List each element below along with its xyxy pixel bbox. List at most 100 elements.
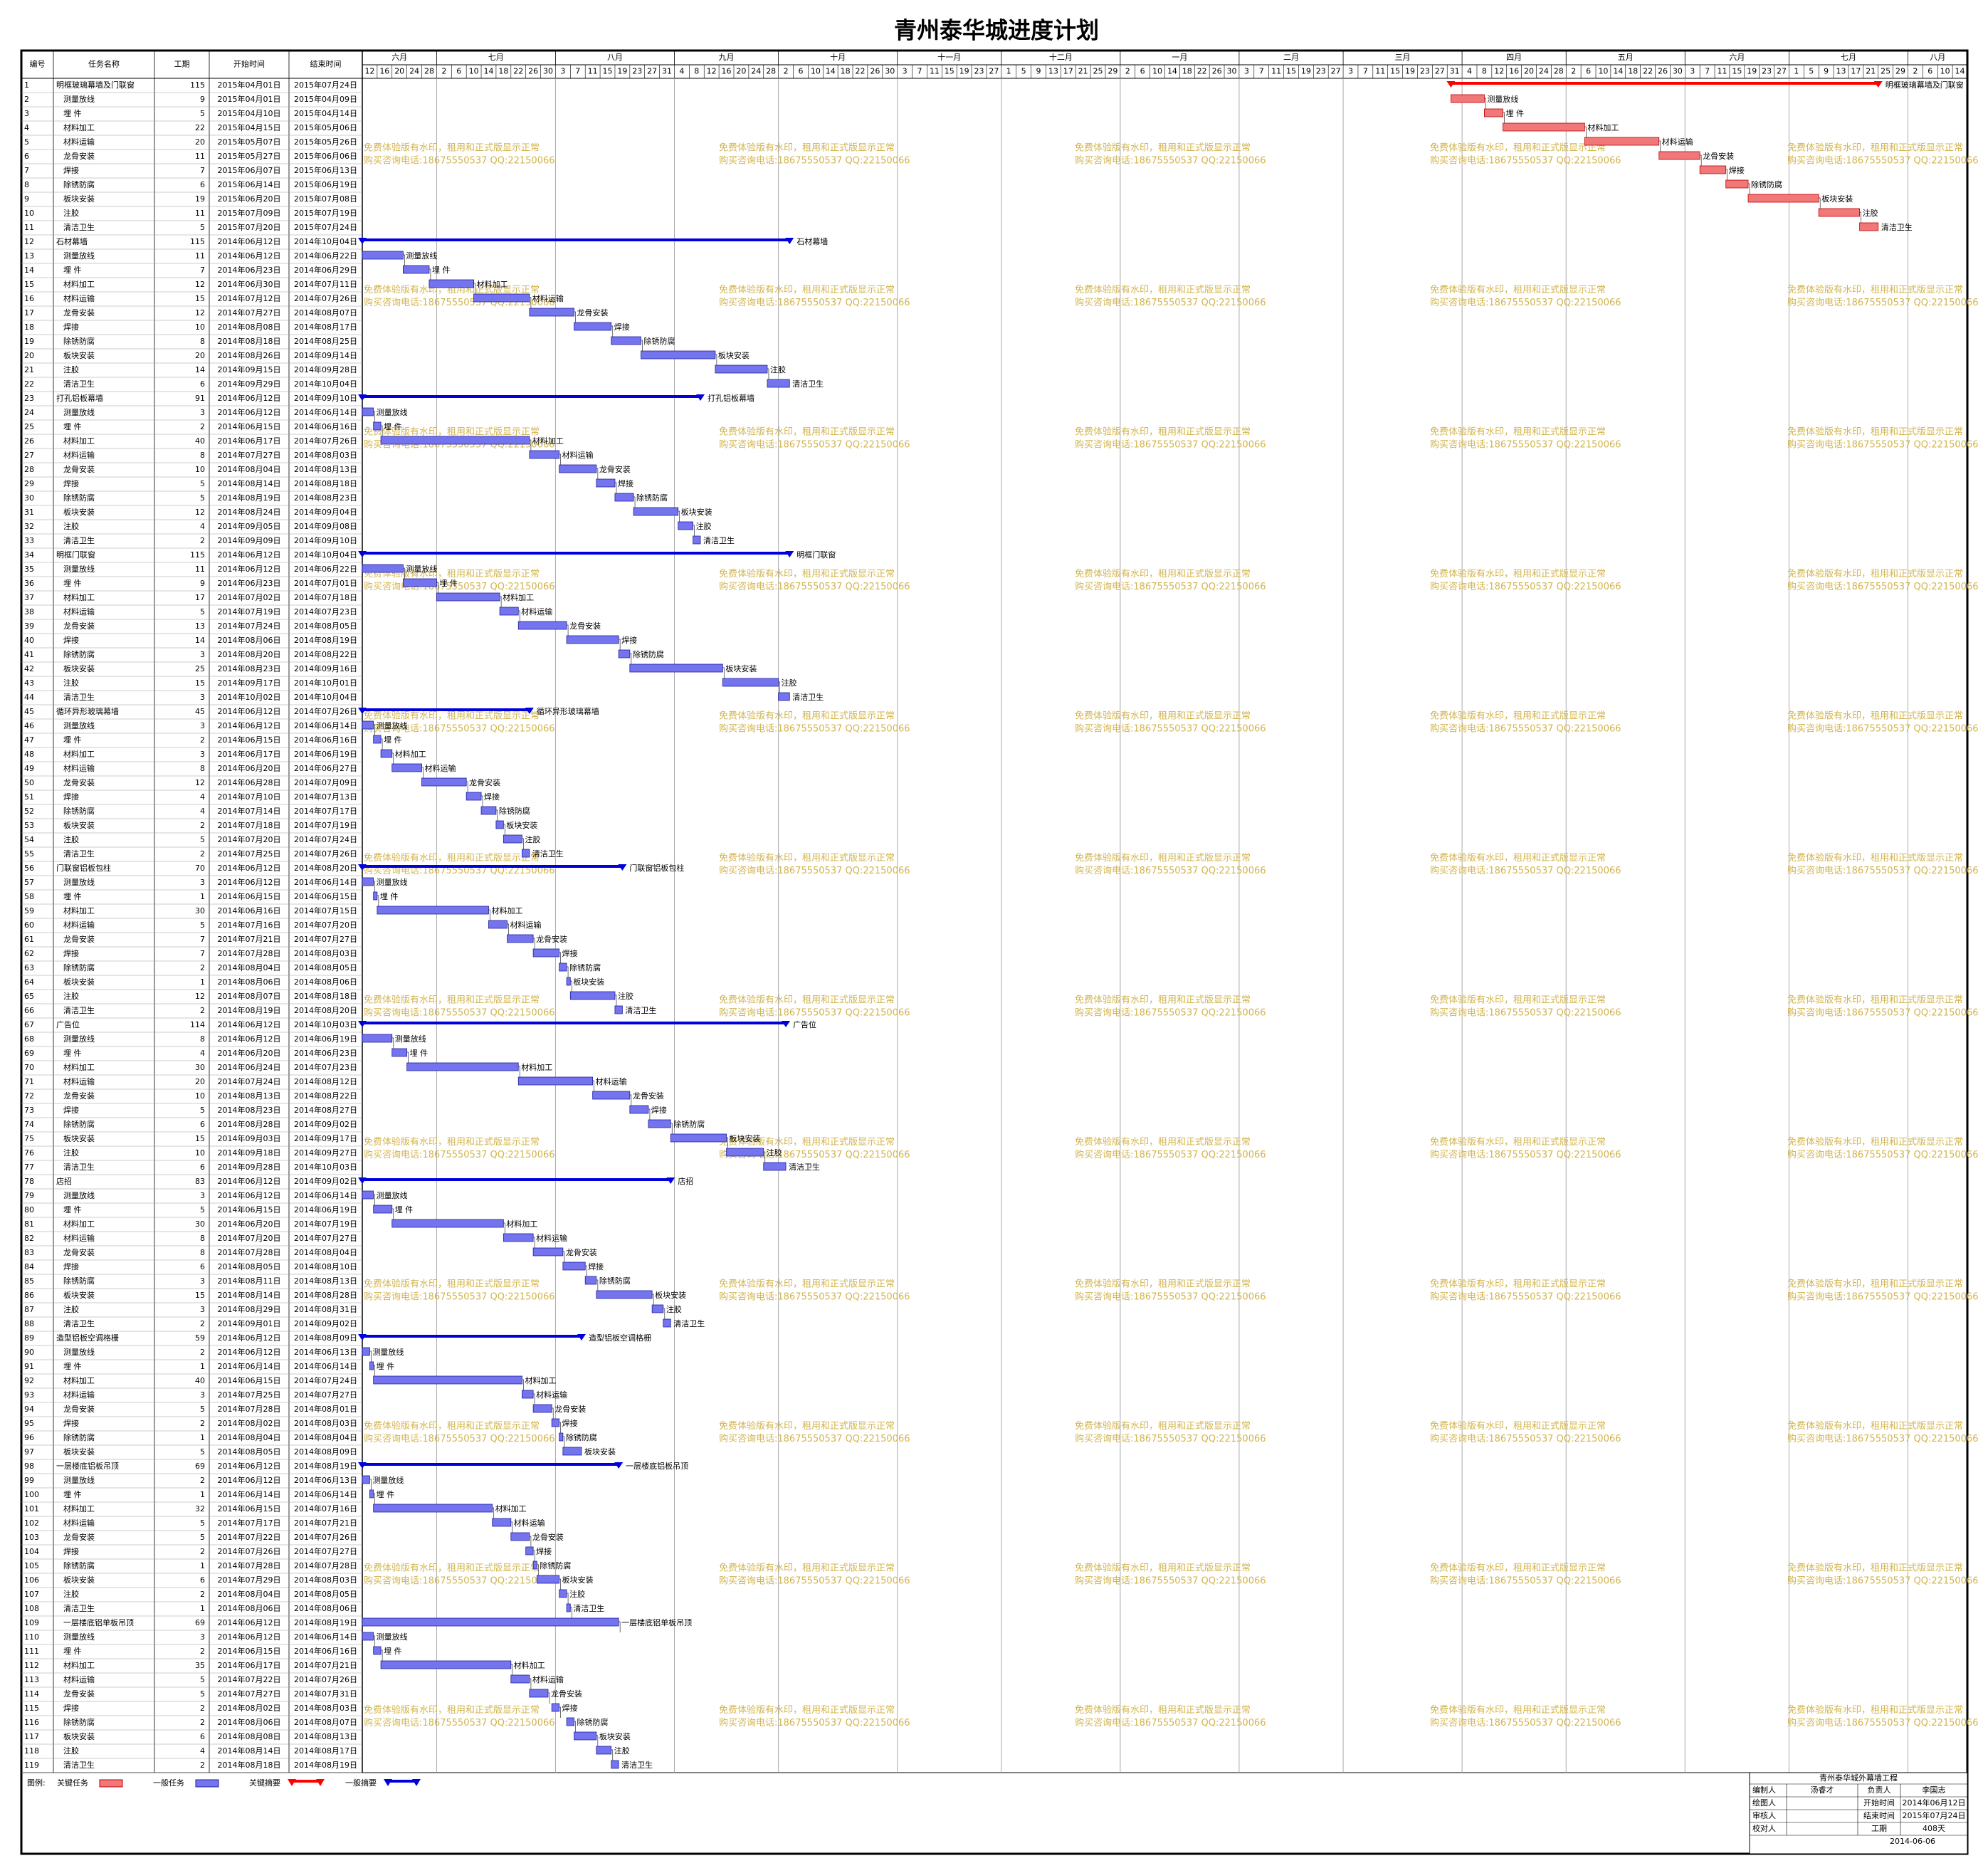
task-name: 清洁卫生 [63, 1318, 95, 1328]
task-start: 2014年08月04日 [218, 464, 281, 474]
task-id: 37 [24, 593, 34, 602]
task-start: 2014年06月12日 [218, 1617, 281, 1627]
task-name: 材料运输 [63, 1674, 95, 1684]
task-start: 2014年08月13日 [218, 1091, 281, 1101]
task-name: 板块安装 [63, 977, 95, 987]
task-bar [362, 407, 374, 416]
task-end: 2014年09月02日 [294, 1119, 357, 1129]
bar-label: 材料加工 [477, 279, 508, 289]
bar-label: 龙骨安装 [599, 464, 631, 474]
task-bar [1503, 122, 1585, 132]
task-end: 2014年08月18日 [294, 478, 357, 488]
day-label: 31 [1450, 67, 1460, 76]
column-header: 编号 [30, 59, 46, 69]
task-duration: 2 [200, 1761, 205, 1770]
bar-label: 除锈防腐 [569, 962, 601, 972]
task-duration: 5 [200, 1405, 205, 1414]
day-label: 2 [1913, 67, 1918, 76]
task-name: 埋 件 [63, 109, 82, 118]
watermark: 购买咨询电话:18675550537 QQ:22150066 [719, 439, 910, 451]
summary-bar [1451, 82, 1878, 85]
legend-swatch [195, 1779, 219, 1788]
task-name: 材料加工 [63, 1504, 95, 1513]
bar-label: 明框门联窗 [796, 550, 836, 560]
task-start: 2015年04月01日 [218, 94, 281, 104]
task-start: 2014年07月25日 [218, 849, 281, 859]
link [559, 952, 562, 963]
bar-label: 龙骨安装 [532, 1532, 564, 1542]
day-label: 16 [379, 67, 389, 76]
watermark: 购买咨询电话:18675550537 QQ:22150066 [1430, 1291, 1621, 1303]
task-id: 45 [24, 707, 34, 716]
bar-label: 注胶 [618, 991, 633, 1001]
link [670, 1123, 673, 1134]
link [500, 596, 502, 607]
bar-label: 材料运输 [532, 293, 564, 303]
day-label: 11 [1375, 67, 1385, 76]
task-end: 2014年08月31日 [294, 1304, 357, 1314]
task-id: 22 [24, 379, 34, 389]
link [373, 881, 376, 892]
link [533, 1393, 535, 1405]
task-duration: 1 [200, 892, 205, 901]
watermark: 免费体验版有水印，租用和正式版显示正常 [1430, 1704, 1606, 1716]
task-name: 板块安装 [63, 194, 95, 204]
task-start: 2014年06月20日 [218, 1219, 281, 1229]
day-label: 1 [1794, 67, 1799, 76]
watermark: 免费体验版有水印，租用和正式版显示正常 [719, 142, 895, 154]
task-id: 99 [24, 1476, 34, 1485]
bar-label: 埋 件 [410, 1049, 428, 1058]
task-id: 60 [24, 920, 34, 930]
task-end: 2014年07月09日 [294, 777, 357, 787]
task-bar [574, 1731, 597, 1741]
link [373, 1493, 376, 1504]
link [567, 966, 569, 977]
day-label: 27 [647, 67, 657, 76]
day-label: 18 [1628, 67, 1638, 76]
bar-label: 注胶 [569, 1589, 585, 1599]
chart-title: 青州泰华城进度计划 [894, 17, 1099, 43]
task-id: 34 [24, 550, 34, 560]
day-label: 19 [1301, 67, 1311, 76]
day-label: 10 [469, 67, 479, 76]
summary-cap [618, 864, 627, 871]
task-start: 2015年06月07日 [218, 165, 281, 175]
bar-label: 龙骨安装 [536, 934, 567, 944]
task-bar [495, 820, 504, 829]
watermark: 免费体验版有水印，租用和正式版显示正常 [1075, 1279, 1251, 1290]
task-id: 13 [24, 251, 34, 261]
task-duration: 7 [200, 266, 205, 275]
watermark: 免费体验版有水印，租用和正式版显示正常 [1787, 995, 1963, 1006]
watermark: 购买咨询电话:18675550537 QQ:22150066 [1787, 1717, 1979, 1728]
bar-label: 板块安装 [681, 507, 712, 517]
task-id: 64 [24, 977, 34, 987]
info-project: 青州泰华城外幕墙工程 [1819, 1773, 1898, 1783]
task-bar [715, 364, 768, 374]
day-label: 17 [1063, 67, 1073, 76]
day-label: 16 [722, 67, 732, 76]
task-end: 2014年06月14日 [294, 720, 357, 730]
bar-label: 焊接 [588, 1261, 604, 1271]
bar-label: 材料加工 [532, 436, 564, 446]
task-duration: 32 [195, 1504, 205, 1513]
task-start: 2014年06月12日 [218, 1333, 281, 1343]
task-id: 55 [24, 849, 34, 859]
month-label: 九月 [719, 53, 735, 62]
task-start: 2014年08月23日 [218, 663, 281, 673]
month-label: 十二月 [1049, 52, 1073, 62]
task-start: 2014年06月12日 [218, 720, 281, 730]
task-end: 2015年07月24日 [294, 80, 357, 90]
task-name: 注胶 [63, 1589, 79, 1599]
watermark: 购买咨询电话:18675550537 QQ:22150066 [364, 1575, 555, 1587]
task-id: 69 [24, 1049, 34, 1058]
task-bar [629, 1105, 649, 1114]
task-start: 2014年08月04日 [218, 962, 281, 972]
task-bar [507, 934, 534, 943]
link [693, 525, 695, 536]
task-bar [403, 265, 430, 274]
day-label: 3 [560, 67, 565, 76]
task-id: 50 [24, 778, 34, 787]
task-id: 14 [24, 266, 34, 275]
task-end: 2014年08月13日 [294, 1731, 357, 1741]
task-bar [362, 1475, 370, 1484]
